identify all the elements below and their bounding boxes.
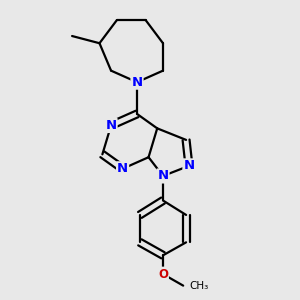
Text: N: N [117, 162, 128, 175]
Text: N: N [183, 159, 194, 172]
Text: N: N [106, 119, 117, 132]
Text: O: O [158, 268, 168, 281]
Text: CH₃: CH₃ [189, 280, 208, 291]
Text: N: N [158, 169, 169, 182]
Text: N: N [131, 76, 142, 89]
